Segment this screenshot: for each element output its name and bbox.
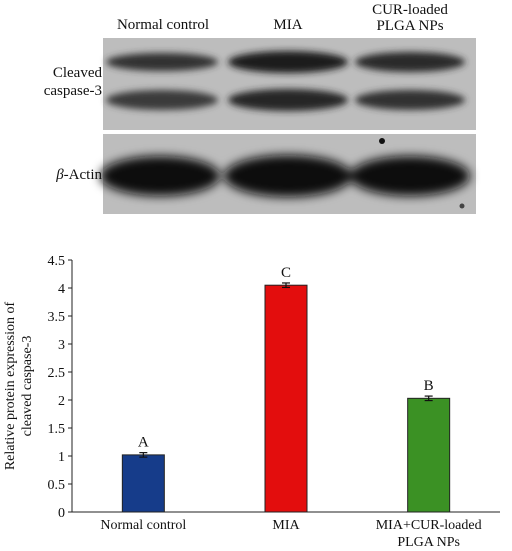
y-axis-label-group: Relative protein expression of cleaved ca…: [3, 301, 35, 470]
y-tick-label: 3: [58, 338, 65, 353]
significance-letter: B: [424, 378, 434, 394]
y-tick-label: 0: [58, 506, 65, 521]
y-tick-label: 0.5: [48, 478, 66, 493]
x-category-label: Normal control: [100, 518, 186, 533]
y-axis-label: Relative protein expression of cleaved ca…: [3, 301, 35, 470]
y-tick-label: 1: [58, 450, 65, 465]
row-label-beta-actin: β-Actin: [0, 166, 102, 184]
x-category-labels: Normal control MIA MIA+CUR-loaded PLGA NPs: [100, 518, 481, 550]
y-axis-ticks: 0 0.5 1 1.5 2 2.5 3 3.5 4 4.5: [48, 254, 72, 521]
bar: [121, 454, 165, 513]
significance-letter: A: [138, 435, 149, 451]
x-category-label: PLGA NPs: [397, 535, 460, 550]
y-axis-label-line: Relative protein expression of: [3, 301, 18, 470]
lane-label-cur-loaded-plga-nps: CUR-loaded PLGA NPs: [372, 2, 448, 34]
bar-chart: Relative protein expression of cleaved ca…: [3, 254, 500, 550]
y-tick-label: 4: [58, 282, 65, 297]
blot-image: [100, 38, 476, 214]
actin-bands: [100, 155, 470, 197]
y-tick-label: 4.5: [48, 254, 66, 269]
x-category-label: MIA+CUR-loaded: [376, 518, 482, 533]
bars: A C B: [121, 265, 451, 513]
y-tick-label: 2.5: [48, 366, 66, 381]
y-axis-label-line: cleaved caspase-3: [20, 336, 35, 437]
blot-speck: [459, 203, 465, 209]
y-tick-label: 2: [58, 394, 65, 409]
x-category-label: MIA: [272, 518, 300, 533]
lane-label-normal-control: Normal control: [116, 17, 210, 33]
y-tick-label: 3.5: [48, 310, 66, 325]
lane-label-mia: MIA: [273, 17, 303, 33]
beta-symbol: β: [56, 167, 64, 183]
bar: [264, 284, 308, 513]
actin-label-text: -Actin: [63, 167, 102, 183]
western-blot-panel: Normal control MIA CUR-loaded PLGA NPs C…: [0, 0, 512, 230]
row-label-cleaved-caspase-3: Cleaved caspase-3: [43, 65, 102, 99]
caspase-bands: [106, 51, 465, 111]
y-tick-label: 1.5: [48, 422, 66, 437]
significance-letter: C: [281, 265, 291, 281]
bar: [407, 397, 451, 513]
blot-speck: [379, 138, 385, 144]
